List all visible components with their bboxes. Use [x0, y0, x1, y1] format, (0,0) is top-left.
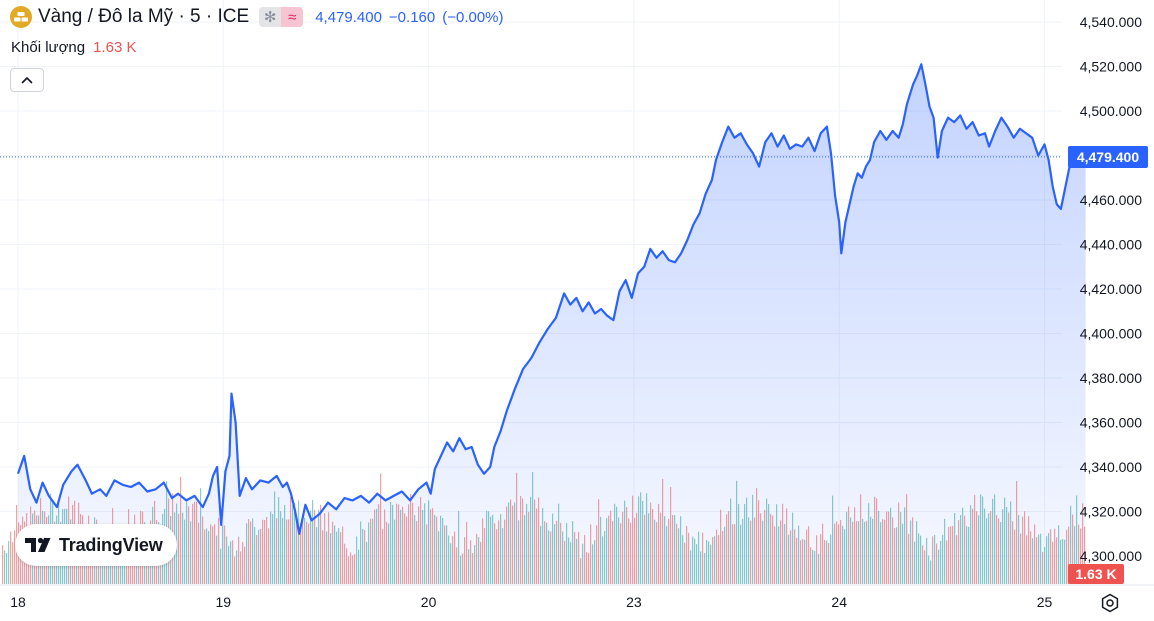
volume-bar	[14, 530, 16, 584]
collapse-legend-button[interactable]	[10, 68, 44, 92]
y-axis-label: 4,320.000	[1080, 504, 1142, 520]
y-axis-label: 4,520.000	[1080, 59, 1142, 75]
y-axis-label: 4,440.000	[1080, 237, 1142, 253]
tradingview-logo[interactable]: TradingView	[15, 524, 177, 566]
market-closed-icon[interactable]: ✻	[259, 7, 282, 27]
volume-bar	[4, 550, 6, 584]
volume-value: 1.63 K	[93, 39, 137, 56]
y-axis-label: 4,460.000	[1080, 192, 1142, 208]
price-change: −0.160	[388, 8, 436, 26]
y-axis-label: 4,340.000	[1080, 459, 1142, 475]
volume-badge: 1.63 K	[1068, 564, 1124, 584]
delayed-data-icon[interactable]: ≈	[281, 7, 304, 27]
chevron-up-icon	[21, 77, 33, 84]
volume-bar	[2, 545, 4, 584]
volume-bar	[12, 542, 14, 584]
x-axis-label: 24	[831, 594, 847, 610]
x-axis-label: 25	[1037, 594, 1053, 610]
price-change-percent: (−0.00%)	[442, 8, 504, 26]
volume-bar	[6, 553, 8, 584]
x-axis-label: 23	[626, 594, 642, 610]
tradingview-logo-text: TradingView	[59, 534, 163, 555]
symbol-legend: Vàng / Đô la Mỹ · 5 · ICE ✻ ≈ 4,479.400−…	[10, 6, 511, 28]
gold-bars-icon	[10, 6, 32, 28]
x-axis-label: 20	[421, 594, 437, 610]
last-price: 4,479.400	[315, 8, 382, 26]
last-price-badge: 4,479.400	[1068, 146, 1148, 168]
y-axis-label: 4,360.000	[1080, 415, 1142, 431]
volume-legend: Khối lượng 1.63 K	[11, 39, 136, 56]
x-axis-label: 19	[216, 594, 232, 610]
y-axis-label: 4,500.000	[1080, 103, 1142, 119]
price-line	[16, 63, 1086, 535]
legend-values: 4,479.400 −0.160 (−0.00%)	[315, 9, 510, 26]
gear-icon	[1101, 593, 1119, 613]
volume-bar	[10, 531, 12, 584]
chart-settings-button[interactable]	[1099, 592, 1121, 614]
y-axis-label: 4,300.000	[1080, 548, 1142, 564]
y-axis-label: 4,420.000	[1080, 281, 1142, 297]
tradingview-logo-icon	[25, 537, 51, 552]
x-axis-label: 18	[10, 594, 26, 610]
volume-bar	[8, 541, 10, 584]
y-axis-label: 4,380.000	[1080, 370, 1142, 386]
y-axis-label: 4,400.000	[1080, 326, 1142, 342]
volume-label[interactable]: Khối lượng	[11, 39, 86, 56]
y-axis-label: 4,540.000	[1080, 14, 1142, 30]
symbol-title[interactable]: Vàng / Đô la Mỹ · 5 · ICE	[38, 6, 250, 27]
